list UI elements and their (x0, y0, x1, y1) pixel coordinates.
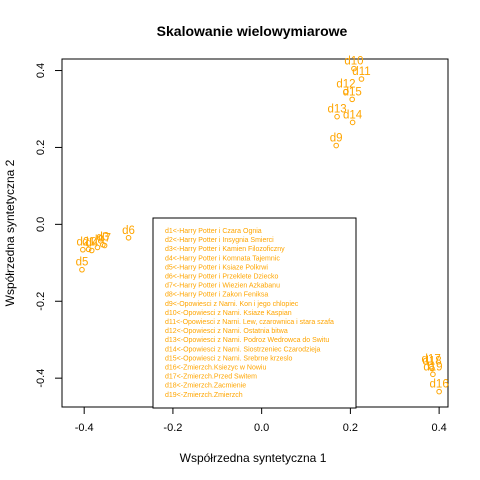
legend-entry: d14<-Opowiesci z Narni. Siostrzeniec Cza… (165, 346, 321, 353)
chart-title: Skalowanie wielowymiarowe (157, 23, 348, 39)
data-point-label: d16 (430, 379, 449, 391)
legend-entry: d17<-Zmierzch.Przed Switem (165, 374, 257, 381)
legend-entry: d12<-Opowiesci z Narni. Ostatnia bitwa (165, 328, 288, 335)
data-point-label: d11 (352, 66, 370, 78)
x-tick-label: -0.4 (75, 422, 94, 434)
legend: d1<-Harry Potter i Czara Ognia d2<-Harry … (153, 218, 356, 408)
x-tick-label: 0.0 (254, 422, 269, 434)
legend-entry: d5<-Harry Potter i Ksiaze Polkrwi (165, 264, 268, 271)
data-point-label: d9 (330, 133, 343, 145)
legend-entry: d18<-Zmierzch.Zacmienie (165, 383, 246, 390)
legend-entry: d15<-Opowiesci z Narni. Srebrne krzeslo (165, 355, 293, 362)
x-tick-label: 0.4 (431, 422, 446, 434)
y-axis: -0.4 -0.2 0.0 0.2 0.4 (35, 63, 62, 388)
y-tick-label: 0.0 (35, 217, 47, 232)
y-tick-label: 0.2 (35, 140, 47, 155)
legend-entry: d4<-Harry Potter i Komnata Tajemnic (165, 255, 280, 262)
legend-entry: d7<-Harry Potter i Wiezien Azkabanu (165, 283, 280, 290)
data-point-label: d15 (343, 86, 362, 98)
x-tick-label: -0.2 (163, 422, 182, 434)
x-axis: -0.4 -0.2 0.0 0.2 0.4 (75, 407, 447, 434)
data-point-label: d8 (91, 234, 104, 246)
legend-entry: d6<-Harry Potter i Przeklete Dziecko (165, 274, 279, 281)
legend-entry: d10<-Opowiesci z Narni. Ksiaze Kaspian (165, 310, 292, 317)
y-tick-label: 0.4 (35, 63, 47, 78)
x-tick-label: 0.2 (343, 422, 358, 434)
legend-entry: d9<-Opowiesci z Narni. Kon i jego chlopi… (165, 301, 299, 308)
data-point-label: d19 (423, 361, 442, 373)
legend-entry: d2<-Harry Potter i Insygnia Smierci (165, 237, 274, 244)
legend-entry: d1<-Harry Potter i Czara Ognia (165, 228, 262, 235)
y-axis-label: Współrzedna syntetyczna 2 (3, 159, 17, 306)
y-tick-label: -0.4 (35, 369, 47, 388)
legend-entry: d8<-Harry Potter i Zakon Feniksa (165, 292, 268, 299)
legend-entry: d16<-Zmierzch.Ksiezyc w Nowiu (165, 365, 266, 372)
data-point-label: d5 (76, 257, 89, 269)
y-tick-label: -0.2 (35, 292, 47, 311)
legend-entry: d13<-Opowiesci z Narni. Podroz Wedrowca … (165, 337, 329, 344)
legend-entry: d11<-Opowiesci z Narni. Lew, czarownica … (165, 319, 334, 326)
x-axis-label: Współrzedna syntetyczna 1 (180, 451, 327, 465)
legend-entry: d19<-Zmierzch.Zmierzch (165, 392, 243, 399)
data-point-label: d14 (343, 109, 363, 121)
legend-entry: d3<-Harry Potter i Kamien Filozoficzny (165, 246, 285, 253)
data-point-label: d6 (122, 225, 135, 237)
